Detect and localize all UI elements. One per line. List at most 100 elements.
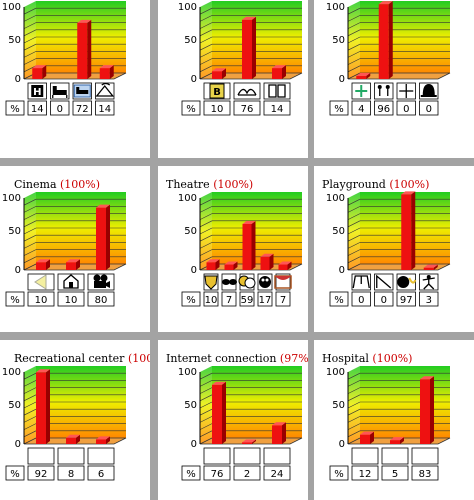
chart-title-percent: (100%)	[213, 178, 254, 191]
y-tick-label: 100	[178, 367, 197, 378]
chart-title-text: Cinema	[14, 178, 61, 191]
value-label: 17	[259, 295, 272, 306]
chart-title-percent: (100%)	[372, 352, 413, 365]
people-icon	[377, 85, 390, 96]
grid-line	[23, 380, 37, 387]
value-label: 97	[400, 295, 413, 306]
values-table: % 14 0 72 14	[5, 100, 115, 116]
category-icon-row	[351, 82, 439, 100]
value-label: 7	[280, 295, 286, 306]
grid-line	[23, 430, 37, 438]
grid-line	[347, 198, 361, 206]
values-table: % 12 5 83	[329, 465, 439, 481]
grid-line	[347, 408, 361, 416]
bar	[420, 376, 434, 444]
y-tick-label: 100	[2, 367, 21, 378]
chart-title-percent: (100%)	[127, 352, 150, 365]
value-label: 7	[226, 295, 232, 306]
chart-title-percent: (100%)	[389, 178, 430, 191]
category-icon-row	[203, 447, 291, 465]
bar	[66, 434, 80, 444]
grid-line	[347, 29, 361, 37]
category-icon-row: H	[27, 82, 115, 100]
bar	[423, 264, 438, 270]
grid-line	[199, 249, 213, 256]
bar	[32, 65, 47, 79]
hotel-icon: H	[31, 85, 44, 98]
kid-icon	[422, 275, 435, 290]
chart-title: Cinema (100%)	[14, 178, 100, 191]
chart-title: Recreational center (100%)	[14, 352, 150, 365]
grid-line	[199, 394, 213, 402]
bar	[278, 261, 292, 270]
grid-line	[23, 401, 37, 409]
grid-line	[23, 423, 37, 430]
bar	[272, 422, 286, 444]
chart-panel: Cinema (100%) 0 50 100% 10 10 80	[0, 166, 150, 332]
grid-line	[23, 227, 37, 235]
table-row-label: %	[10, 469, 20, 480]
grid-line	[199, 15, 213, 22]
chart-panel: 0 50 100 H% 14 0 72 14	[0, 0, 150, 158]
chart-panel: Theatre (100%) 0 50 100% 10 7 59 17 7	[158, 166, 308, 332]
grid-line	[199, 408, 213, 416]
bar	[242, 16, 256, 79]
category-icon-row	[27, 273, 115, 291]
bar-chart: 0 50 100% 4 96 0 0	[326, 1, 451, 116]
open-book-icon	[237, 88, 257, 96]
grid-line	[199, 51, 213, 58]
grid-line	[347, 242, 361, 249]
grid-line	[199, 22, 213, 29]
chart-title-percent: (100%)	[60, 178, 101, 191]
grid-line	[347, 256, 361, 264]
bar	[356, 72, 371, 79]
grid-line	[199, 213, 213, 220]
grid-line	[347, 206, 361, 213]
mask-icon	[222, 279, 237, 285]
grid-line	[23, 416, 37, 423]
value-label: 92	[35, 469, 48, 480]
value-label: 10	[35, 295, 48, 306]
value-label: 59	[241, 295, 254, 306]
grid-line	[23, 36, 37, 44]
grid-line	[347, 7, 361, 15]
grid-line	[23, 220, 37, 228]
y-tick-label: 50	[8, 400, 21, 411]
grid-line	[199, 29, 213, 37]
y-tick-label: 50	[332, 35, 345, 46]
category-icon-row: B	[203, 82, 291, 100]
table-row-label: %	[186, 104, 196, 115]
y-tick-label: 50	[8, 226, 21, 237]
grid-line	[347, 65, 361, 73]
bar	[212, 381, 226, 444]
grid-line	[347, 22, 361, 29]
grid-line	[199, 206, 213, 213]
value-label: 0	[57, 104, 63, 115]
grid-line	[199, 423, 213, 430]
table-row-label: %	[10, 295, 20, 306]
grid-line	[347, 51, 361, 58]
bar	[260, 253, 274, 270]
sleeping-bag-icon	[73, 84, 91, 98]
stage-icon	[274, 275, 292, 289]
chart-panel: Internet connection (97%) 0 50 100% 76 2 24	[158, 340, 308, 500]
chart-title: Theatre (100%)	[166, 178, 253, 191]
y-tick-label: 100	[326, 193, 345, 204]
grid-line	[23, 387, 37, 394]
value-label: 80	[95, 295, 108, 306]
bar-chart: 0 50 100% 92 8 6	[2, 366, 127, 481]
grid-line	[347, 220, 361, 228]
category-icon-row	[351, 447, 439, 465]
table-row-label: %	[334, 295, 344, 306]
value-label: 0	[426, 104, 432, 115]
grid-line	[347, 416, 361, 423]
chart-panel: 0 50 100% 4 96 0 0	[314, 0, 474, 158]
grid-line	[199, 234, 213, 242]
grid-line	[23, 58, 37, 65]
bar-chart: 0 50 100% 76 2 24	[178, 366, 303, 481]
y-tick-label: 0	[15, 439, 21, 450]
y-tick-label: 0	[15, 265, 21, 276]
chart-panel: Hospital (100%) 0 50 100% 12 5 83	[314, 340, 474, 500]
chart-title: Playground (100%)	[322, 178, 429, 191]
swing-icon	[352, 275, 370, 289]
